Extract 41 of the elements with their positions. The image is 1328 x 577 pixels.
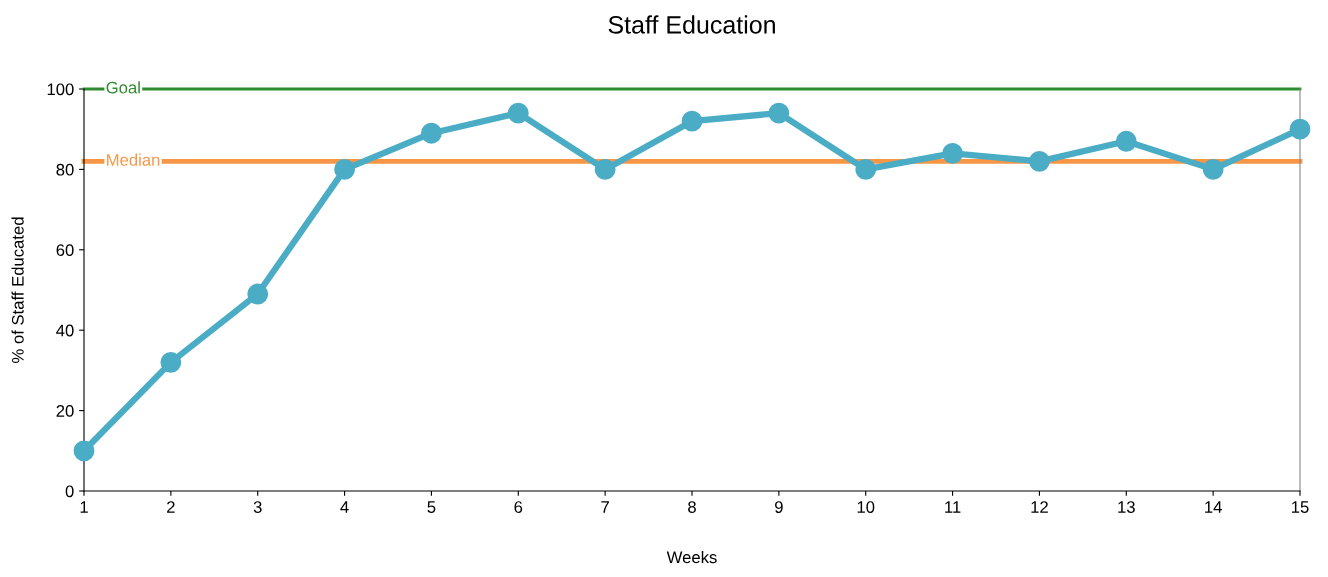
x-tick-label: 13 bbox=[1118, 501, 1135, 513]
x-tick-label: 7 bbox=[601, 501, 609, 513]
point bbox=[247, 283, 269, 305]
y-tick-label: 0 bbox=[65, 485, 74, 498]
x-axis-title: Weeks bbox=[666, 550, 717, 564]
x-tick-label: 11 bbox=[945, 501, 961, 513]
x-tick-label: 4 bbox=[340, 501, 349, 513]
x-tick-label: 6 bbox=[514, 501, 523, 513]
y-tick-label: 80 bbox=[56, 163, 74, 176]
x-tick-label: 14 bbox=[1205, 501, 1222, 513]
point bbox=[73, 440, 95, 462]
chart-title: Staff Education bbox=[608, 15, 775, 34]
ref-line-label: Median bbox=[107, 153, 160, 166]
x-tick-label: 1 bbox=[80, 501, 88, 513]
y-axis-title: % of Staff Educated bbox=[11, 217, 24, 363]
x-tick-label: 9 bbox=[775, 501, 783, 513]
point bbox=[1289, 118, 1311, 140]
point bbox=[768, 102, 790, 124]
point bbox=[507, 102, 529, 124]
x-tick-label: 2 bbox=[167, 501, 175, 513]
point bbox=[681, 110, 703, 132]
y-tick-label: 20 bbox=[56, 405, 74, 417]
point bbox=[1202, 158, 1224, 180]
x-tick-label: 3 bbox=[253, 501, 262, 513]
x-tick-label: 15 bbox=[1292, 501, 1309, 513]
y-tick-label: 60 bbox=[56, 244, 74, 256]
point bbox=[334, 158, 355, 180]
x-tick-label: 10 bbox=[857, 501, 875, 513]
y-tick-label: 100 bbox=[47, 83, 74, 96]
x-tick-label: 8 bbox=[688, 501, 696, 513]
point bbox=[942, 142, 963, 164]
point bbox=[1115, 130, 1137, 152]
point bbox=[160, 351, 182, 373]
x-tick-label: 5 bbox=[427, 501, 436, 513]
y-tick-label: 40 bbox=[56, 324, 74, 337]
point bbox=[421, 122, 442, 144]
ref-line-label: Goal bbox=[106, 81, 140, 94]
point bbox=[594, 158, 616, 180]
x-tick-label: 12 bbox=[1031, 501, 1048, 513]
point bbox=[855, 158, 877, 180]
point bbox=[1029, 150, 1050, 172]
